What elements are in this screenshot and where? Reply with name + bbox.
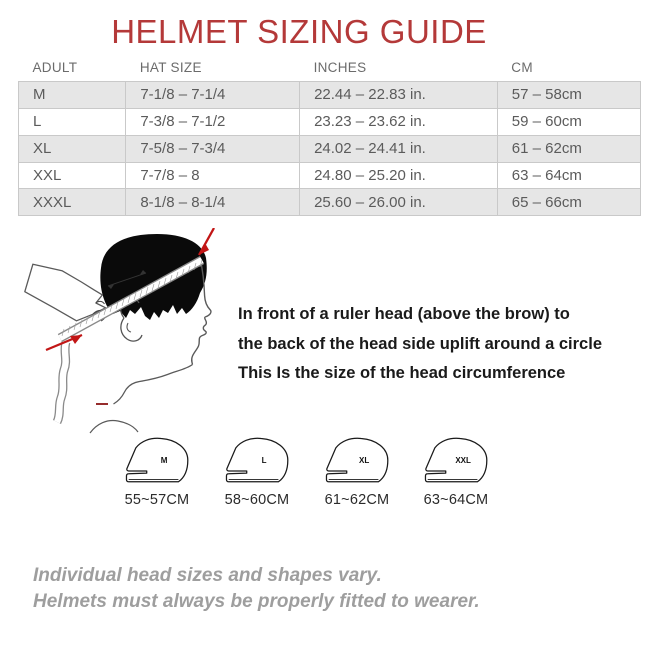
svg-text:XL: XL (359, 456, 369, 465)
svg-text:XXL: XXL (455, 456, 471, 465)
svg-text:L: L (262, 456, 267, 465)
svg-text:M: M (161, 456, 168, 465)
